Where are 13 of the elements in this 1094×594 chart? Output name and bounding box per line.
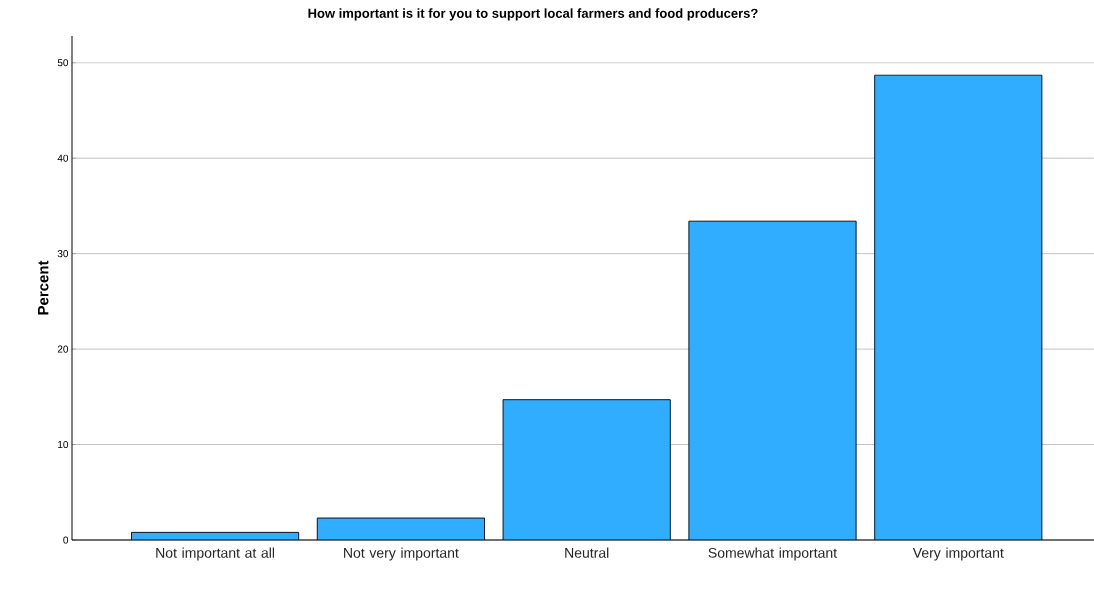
chart-title: How important is it for you to support local farmers and food producers? (308, 8, 758, 21)
y-tick-label: 30 (57, 250, 69, 258)
y-axis-title: Percent (38, 260, 49, 315)
x-tick-label: Somewhat important (708, 547, 837, 561)
y-tick-label: 0 (63, 536, 69, 544)
x-tick-label: Neutral (565, 547, 609, 558)
x-tick-label: Very important (912, 547, 1004, 561)
y-tick-label: 50 (57, 59, 69, 67)
y-tick-label: 20 (57, 345, 69, 353)
x-tick-label: Not important at all (156, 547, 275, 561)
y-tick-label: 10 (58, 441, 69, 449)
x-tick-label: Not very important (344, 547, 459, 561)
y-tick-label: 40 (57, 154, 69, 162)
